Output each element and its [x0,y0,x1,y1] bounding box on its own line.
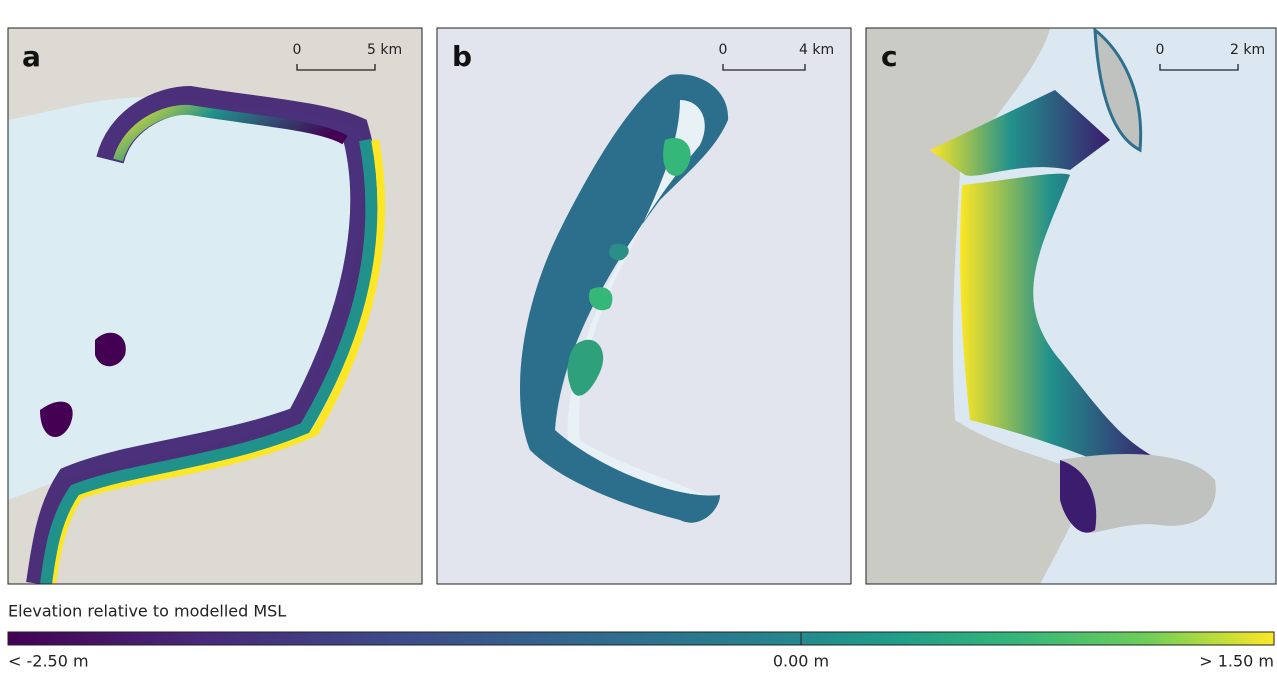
map-a [8,28,422,584]
map-b [437,28,851,584]
panel-label: c [881,40,898,73]
colorbar-label: > 1.50 m [1199,652,1274,671]
scale-start: 0 [293,42,302,58]
scale-end: 5 km [367,42,402,58]
legend-title: Elevation relative to modelled MSL [8,602,286,621]
colorbar-label: 0.00 m [773,652,829,671]
colorbar [8,632,1274,645]
colorbar-label: < -2.50 m [8,652,89,671]
scale-end: 4 km [799,42,834,58]
map-c [866,28,1276,584]
panel-label: a [22,40,41,73]
scale-start: 0 [1156,42,1165,58]
scale-start: 0 [719,42,728,58]
figure: a 0 5 km b 0 4 km c 0 2 km Elevation rel… [0,0,1277,677]
scale-end: 2 km [1230,42,1265,58]
panel-label: b [452,40,472,73]
